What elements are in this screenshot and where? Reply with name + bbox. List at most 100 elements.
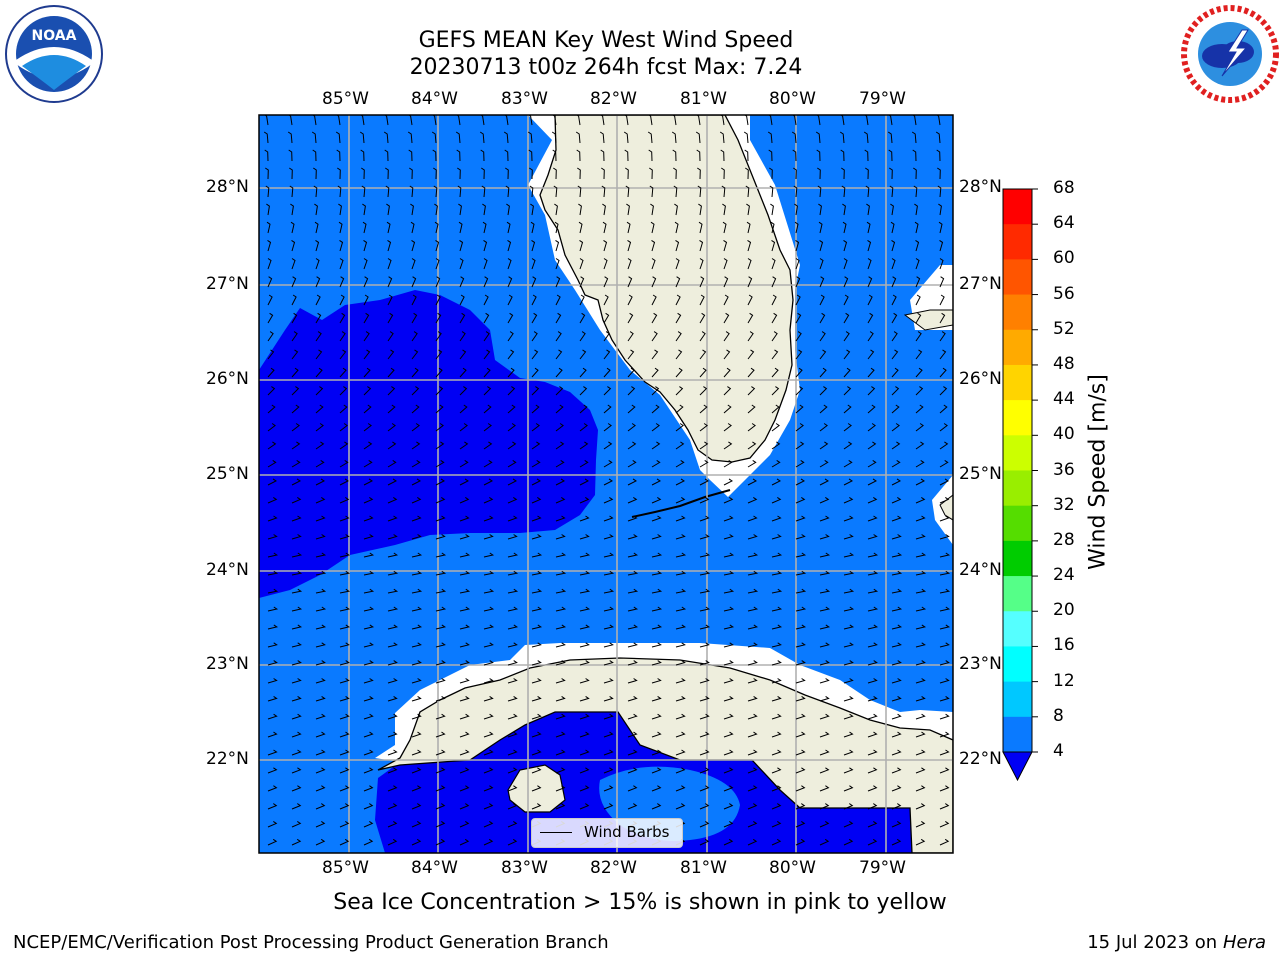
wind-barb <box>939 459 949 468</box>
wind-barb <box>459 767 470 774</box>
wind-barb <box>483 820 494 828</box>
wind-barb <box>291 312 298 324</box>
wind-barb <box>267 713 278 720</box>
wind-barb <box>890 221 895 234</box>
wind-barb <box>336 149 341 162</box>
wind-barb <box>435 713 446 720</box>
wind-barb <box>459 239 464 252</box>
noaa-logo-text: NOAA <box>32 28 77 44</box>
wind-barb <box>339 570 351 576</box>
wind-barb <box>651 695 662 702</box>
wind-barb <box>819 838 830 846</box>
wind-barb <box>507 258 512 270</box>
wind-barb <box>650 203 654 216</box>
wind-barb <box>891 239 896 252</box>
wind-barb <box>843 820 854 828</box>
wind-barb <box>483 660 494 666</box>
wind-barb <box>531 312 538 324</box>
wind-barb <box>675 749 686 756</box>
wind-barb <box>771 258 776 270</box>
wind-barb <box>915 642 926 648</box>
wind-barb <box>815 131 821 144</box>
wind-barb <box>675 239 680 252</box>
wind-barb <box>291 441 301 450</box>
wind-barb <box>624 149 629 162</box>
wind-barb <box>723 606 735 612</box>
wind-barb <box>458 203 462 216</box>
wind-barb <box>819 239 824 252</box>
wind-barb <box>528 149 533 162</box>
wind-barb <box>287 131 293 144</box>
wind-barb <box>867 820 878 828</box>
wind-barb <box>578 221 583 234</box>
wind-barb <box>939 785 950 792</box>
wind-barb <box>459 695 470 702</box>
wind-barb <box>579 552 591 558</box>
wind-barb <box>363 606 375 612</box>
wind-barb <box>339 838 350 846</box>
wind-barb <box>555 624 567 630</box>
wind-barb <box>363 767 374 774</box>
wind-barb <box>818 221 823 234</box>
wind-barb <box>627 695 638 702</box>
wind-barb <box>747 570 759 576</box>
wind-barb <box>482 203 486 216</box>
wind-barb <box>674 221 679 234</box>
wind-barb <box>651 441 661 450</box>
wind-barb <box>603 642 614 648</box>
wind-barb <box>795 552 807 558</box>
wind-barb <box>555 749 566 756</box>
wind-barb <box>579 404 588 414</box>
wind-barb <box>315 496 326 504</box>
colorbar-segment <box>1003 400 1032 436</box>
wind-barb <box>483 731 494 738</box>
wind-barb <box>915 534 926 540</box>
wind-barb <box>819 349 827 360</box>
wind-barb <box>531 349 539 360</box>
wind-barb <box>699 767 710 774</box>
wind-barb <box>867 331 874 342</box>
wind-barb <box>771 606 783 612</box>
wind-barb <box>480 115 485 126</box>
wind-barb <box>599 131 605 144</box>
florida-landmass <box>539 115 794 463</box>
wind-barb <box>627 803 638 810</box>
wind-barb <box>627 515 638 522</box>
wind-barb <box>843 606 855 612</box>
wind-barb <box>913 167 917 180</box>
wind-barb <box>435 606 447 612</box>
lon-label-top: 85°W <box>322 89 369 109</box>
wind-barb <box>891 660 902 666</box>
wind-barb <box>555 678 566 684</box>
wind-barb <box>867 534 878 540</box>
wind-barb <box>531 404 540 414</box>
wind-barb <box>651 606 663 612</box>
wind-barb <box>387 276 393 288</box>
wind-barb <box>651 404 660 414</box>
wind-barb <box>651 678 662 684</box>
wind-barb <box>411 642 422 648</box>
wind-barb <box>531 767 542 774</box>
wind-barb <box>723 820 734 828</box>
wind-barb <box>555 552 567 558</box>
wind-barb <box>747 749 758 756</box>
wind-barb <box>795 713 806 720</box>
wind-barb <box>674 203 678 216</box>
wind-barb <box>771 367 779 378</box>
lat-label-left: 27°N <box>206 274 249 294</box>
wind-barb <box>339 552 351 558</box>
wind-barb <box>579 331 586 342</box>
wind-barb <box>771 695 782 702</box>
wind-barb <box>288 115 293 126</box>
wind-barb <box>531 588 543 594</box>
wind-barb <box>891 404 900 414</box>
wind-barb <box>624 115 629 126</box>
wind-barb <box>915 803 926 810</box>
wind-barb <box>627 441 637 450</box>
wind-barb <box>747 367 755 378</box>
wind-barb <box>891 515 902 522</box>
lon-label-top: 81°W <box>680 89 727 109</box>
wind-barb <box>651 294 657 306</box>
wind-barb <box>507 588 519 594</box>
wind-barb <box>554 221 559 234</box>
